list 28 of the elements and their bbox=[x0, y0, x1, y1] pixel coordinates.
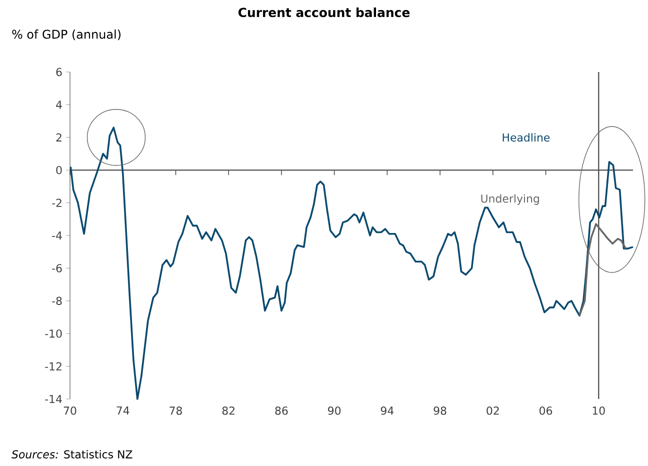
x-tick-label: 78 bbox=[170, 406, 182, 415]
y-tick-label: 6 bbox=[56, 68, 62, 76]
y-tick-label: 0 bbox=[56, 166, 62, 174]
y-axis-title: % of GDP (annual) bbox=[12, 30, 120, 40]
x-tick-label: 02 bbox=[486, 406, 499, 415]
chart-title: Current account balance bbox=[238, 8, 410, 18]
x-tick-label: 70 bbox=[64, 406, 76, 415]
y-tick-label: 2 bbox=[56, 133, 62, 142]
x-tick-label: 82 bbox=[222, 406, 234, 415]
x-tick-label: 74 bbox=[116, 406, 130, 415]
y-tick-label: -4 bbox=[52, 232, 62, 240]
y-tick-label: -6 bbox=[52, 264, 62, 272]
y-tick-label: -14 bbox=[45, 395, 62, 403]
y-tick-label: -10 bbox=[45, 329, 62, 338]
y-tick-label: -2 bbox=[52, 198, 62, 207]
x-tick-label: 90 bbox=[328, 406, 341, 415]
text: Underlying bbox=[481, 194, 539, 205]
text: Headline bbox=[502, 133, 550, 142]
x-tick-label: 98 bbox=[434, 406, 446, 415]
x-tick-label: 94 bbox=[380, 406, 394, 415]
x-tick-label: 86 bbox=[275, 406, 288, 415]
x-tick-label: 10 bbox=[592, 406, 605, 415]
y-tick-label: 4 bbox=[56, 100, 62, 109]
text: Sources: Statistics NZ bbox=[12, 450, 132, 458]
x-tick-label: 06 bbox=[540, 406, 552, 415]
y-tick-label: -12 bbox=[45, 362, 62, 370]
y-tick-label: -8 bbox=[52, 296, 62, 306]
line-series bbox=[70, 126, 634, 400]
